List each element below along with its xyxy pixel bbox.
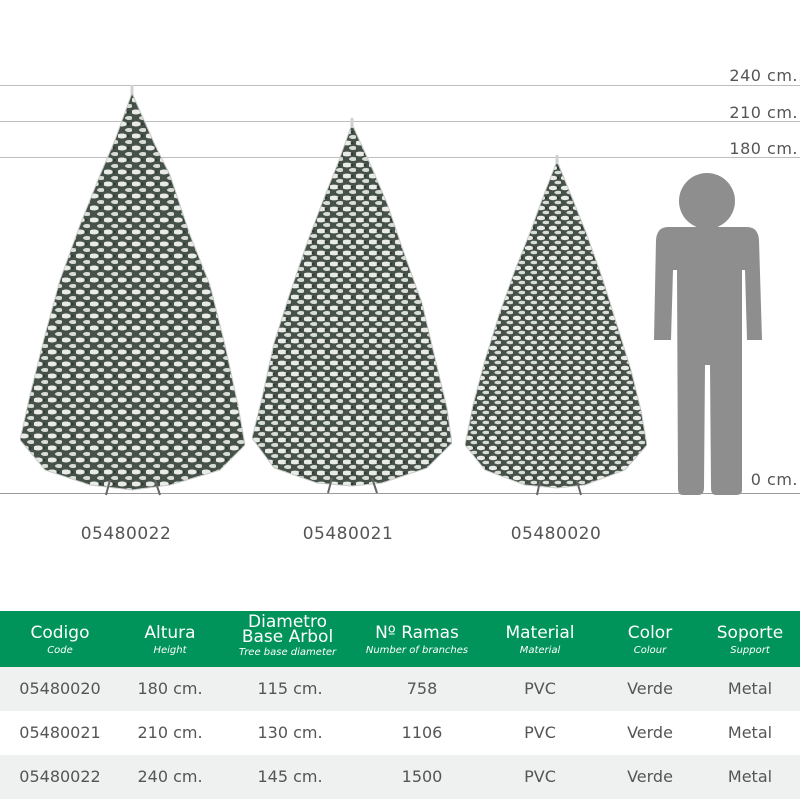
header-material: Material Material [505,623,575,657]
header-code: Codigo Code [30,623,90,657]
cell-diameter: 130 cm. [257,723,323,742]
cell-material: PVC [524,723,556,742]
cell-branches: 1106 [401,723,443,742]
header-branches: Nº Ramas Number of branches [365,623,469,657]
cell-support: Metal [727,767,773,786]
tree-180-image [465,155,647,496]
tree-210-image [252,118,452,494]
tree-code-label: 05480020 [510,524,602,544]
cell-code: 05480020 [19,679,101,698]
header-support: Soporte Support [716,623,784,657]
size-comparison-illustration: 240 cm. 210 cm. 180 cm. 0 cm. [0,66,800,544]
cell-diameter: 145 cm. [257,767,323,786]
person-silhouette-icon [654,173,762,495]
height-line-0 [0,493,800,494]
cell-colour: Verde [627,679,673,698]
table-row: 05480020 180 cm. 115 cm. 758 PVC Verde M… [0,667,800,711]
table-header: Codigo Code Altura Height Diametro Base … [0,611,800,667]
cell-material: PVC [524,679,556,698]
cell-branches: 1500 [401,767,443,786]
tree-240-image [20,85,245,496]
cell-code: 05480022 [19,767,101,786]
height-line-180 [0,157,800,158]
cell-colour: Verde [627,723,673,742]
cell-branches: 758 [406,679,438,698]
spec-table: Codigo Code Altura Height Diametro Base … [0,611,800,800]
height-line-240 [0,85,800,86]
header-height: Altura Height [144,623,196,657]
cell-height: 180 cm. [137,679,203,698]
table-row: 05480021 210 cm. 130 cm. 1106 PVC Verde … [0,711,800,755]
cell-support: Metal [727,679,773,698]
height-label-240: 240 cm. [729,66,798,85]
tree-code-label: 05480021 [302,524,394,544]
tree-code-label: 05480022 [80,524,172,544]
cell-code: 05480021 [19,723,101,742]
header-base-diameter: Diametro Base Arbol Tree base diameter [238,612,337,659]
height-label-0: 0 cm. [750,470,798,489]
cell-diameter: 115 cm. [257,679,323,698]
height-line-210 [0,121,800,122]
cell-material: PVC [524,767,556,786]
header-colour: Color Colour [627,623,673,657]
cell-support: Metal [727,723,773,742]
cell-height: 210 cm. [137,723,203,742]
cell-height: 240 cm. [137,767,203,786]
table-row: 05480022 240 cm. 145 cm. 1500 PVC Verde … [0,755,800,799]
cell-colour: Verde [627,767,673,786]
height-label-180: 180 cm. [729,139,798,158]
height-label-210: 210 cm. [729,103,798,122]
